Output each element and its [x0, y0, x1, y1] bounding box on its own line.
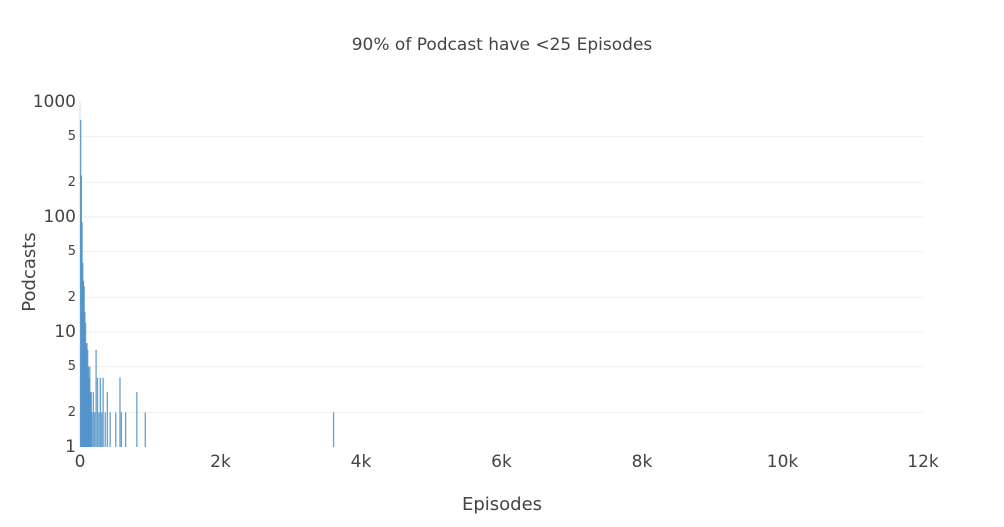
bar	[84, 322, 87, 447]
y-tick-label: 5	[68, 129, 76, 144]
bar	[89, 392, 92, 447]
x-tick-label: 6k	[491, 452, 512, 472]
bar	[332, 412, 335, 447]
bar	[87, 349, 89, 447]
bar	[102, 377, 104, 447]
bar	[82, 262, 84, 447]
y-tick-label: 2	[68, 175, 76, 190]
y-tick-label: 1000	[33, 92, 76, 112]
bar	[106, 392, 108, 447]
bar	[92, 392, 94, 447]
x-tick-label: 10k	[767, 452, 799, 472]
bar	[101, 412, 103, 447]
y-tick-label: 10	[54, 322, 76, 342]
chart-title: 90% of Podcast have <25 Episodes	[352, 35, 653, 55]
bar	[83, 286, 85, 447]
bar	[81, 222, 83, 447]
x-tick-label: 12k	[907, 452, 939, 472]
bar	[95, 349, 97, 447]
bar	[88, 377, 90, 447]
bar	[124, 412, 127, 447]
bar	[82, 280, 85, 447]
y-axis-title: Podcasts	[19, 232, 40, 311]
y-tick-label: 5	[68, 244, 76, 259]
x-axis-title: Episodes	[462, 494, 542, 515]
y-tick-label: 2	[68, 405, 76, 420]
bar	[86, 343, 88, 447]
bar	[104, 412, 106, 447]
y-tick-label: 100	[44, 207, 76, 227]
bar	[91, 412, 93, 447]
x-tick-label: 8k	[632, 452, 653, 472]
x-tick-label: 0	[75, 452, 86, 472]
y-tick-label: 5	[68, 359, 76, 374]
x-tick-label: 2k	[210, 452, 231, 472]
bar	[85, 343, 87, 447]
bar	[96, 377, 99, 447]
x-tick-label: 4k	[351, 452, 372, 472]
bar	[136, 392, 138, 447]
bar	[89, 366, 91, 447]
bar	[84, 311, 86, 447]
bar	[87, 366, 90, 447]
bar	[109, 412, 111, 447]
bar	[120, 412, 123, 447]
bar	[80, 119, 82, 448]
bar	[99, 377, 101, 447]
y-tick-label: 2	[68, 290, 76, 305]
bar	[144, 412, 146, 447]
bar	[115, 412, 117, 447]
bar	[94, 412, 96, 447]
bar	[90, 392, 92, 447]
bar	[80, 175, 83, 447]
bar	[98, 412, 100, 447]
bar	[119, 377, 121, 447]
y-tick-label: 1	[65, 437, 76, 457]
